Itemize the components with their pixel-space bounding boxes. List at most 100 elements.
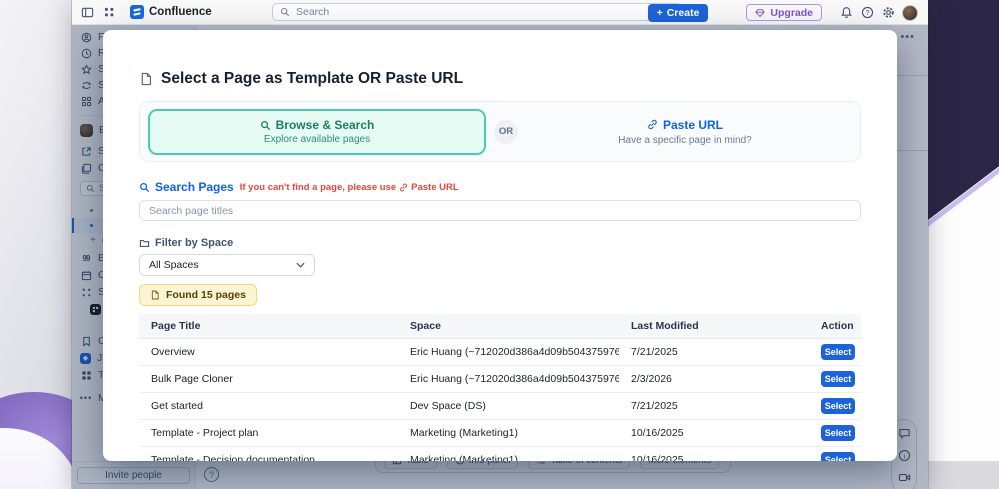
bullet-icon: [90, 209, 93, 212]
bullet-icon: [90, 224, 93, 227]
select-button[interactable]: Select: [821, 451, 855, 461]
wallpaper-dark-shape: [928, 0, 999, 221]
paste-url-subtitle: Have a specific page in mind?: [618, 134, 752, 146]
svg-text:i: i: [459, 458, 460, 464]
sidebar-toggle-icon[interactable]: [80, 5, 95, 20]
calendar-icon: [80, 269, 92, 281]
mode-chooser-panel: Browse & Search Explore available pages …: [139, 101, 861, 162]
cell-space: Eric Huang (~712020d386a4d09b504375976b6…: [398, 365, 619, 393]
help-icon[interactable]: ?: [860, 5, 875, 20]
browse-card-title: Browse & Search: [275, 118, 375, 132]
results-count-badge: Found 15 pages: [139, 284, 257, 306]
column-header-action: Action: [809, 314, 861, 339]
cell-page-title: Template - Decision documentation: [139, 446, 398, 461]
topbar-actions: + Create Upgrade ?: [647, 0, 918, 25]
pages-table: Page Title Space Last Modified Action Ov…: [139, 314, 861, 461]
cell-last-modified: 10/16/2025: [619, 446, 809, 461]
comment-icon[interactable]: [898, 427, 911, 440]
cell-last-modified: 2/3/2026: [619, 365, 809, 393]
gem-icon: [755, 8, 766, 18]
top-navigation-bar: Confluence + Create Upgrade: [72, 0, 928, 25]
search-icon: [280, 7, 290, 17]
tree-page-item[interactable]: [72, 203, 195, 218]
cell-page-title: Get started: [139, 392, 398, 420]
cell-space: Dev Space (DS): [398, 392, 619, 420]
star-icon: [80, 63, 92, 75]
modal-title: Select a Page as Template OR Paste URL: [139, 70, 861, 88]
video-icon[interactable]: [898, 471, 911, 484]
modal-title-text: Select a Page as Template OR Paste URL: [161, 70, 464, 87]
table-row: Get started Dev Space (DS) 7/21/2025 Sel…: [139, 392, 861, 420]
folder-icon: [139, 238, 150, 249]
global-search-input[interactable]: [296, 6, 674, 18]
divider: [897, 150, 928, 151]
create-label: Create: [666, 6, 700, 19]
info-circle-icon[interactable]: i: [898, 449, 911, 462]
sidebar-footer: Invite people: [72, 461, 195, 489]
create-button[interactable]: + Create: [647, 3, 709, 22]
invite-people-button[interactable]: Invite people: [77, 467, 190, 484]
browse-and-search-card[interactable]: Browse & Search Explore available pages: [148, 108, 486, 155]
share-icon: [80, 145, 92, 157]
settings-gear-icon[interactable]: [881, 5, 896, 20]
blog-quote-icon: 99: [82, 253, 91, 263]
hint-link[interactable]: Paste URL: [411, 181, 459, 193]
cell-space: Eric Huang (~712020d386a4d09b504375976b6…: [398, 338, 619, 366]
global-search[interactable]: [272, 3, 682, 21]
jira-icon: ◆: [80, 352, 91, 364]
cell-page-title: Template - Project plan: [139, 419, 398, 447]
table-row: Overview Eric Huang (~712020d386a4d09b50…: [139, 338, 861, 366]
more-options-icon[interactable]: •••: [900, 31, 915, 43]
notifications-bell-icon[interactable]: [839, 5, 854, 20]
search-pages-label: Search Pages: [139, 180, 234, 194]
confluence-logo-icon: [130, 5, 144, 19]
page-title-search-input[interactable]: [139, 200, 861, 221]
plus-icon: +: [656, 6, 663, 19]
filter-by-space-label: Filter by Space: [139, 237, 861, 249]
cell-last-modified: 10/16/2025: [619, 419, 809, 447]
ellipsis-icon: •••: [79, 393, 93, 403]
search-icon: [139, 182, 150, 193]
svg-text:i: i: [903, 453, 904, 460]
upgrade-button[interactable]: Upgrade: [746, 4, 822, 21]
table-row: Template - Project plan Marketing (Marke…: [139, 419, 861, 447]
cell-page-title: Bulk Page Cloner: [139, 365, 398, 393]
confluence-brand[interactable]: Confluence: [130, 5, 212, 19]
filter-label-text: Filter by Space: [155, 237, 234, 249]
space-filter-value: All Spaces: [149, 259, 199, 271]
select-button[interactable]: Select: [821, 397, 855, 414]
upgrade-label: Upgrade: [770, 6, 813, 19]
or-badge: OR: [494, 119, 518, 144]
spaces-icon: [80, 79, 92, 91]
page-icon: [139, 72, 154, 87]
help-fab[interactable]: ?: [204, 467, 219, 482]
app-tile-icon: [90, 303, 101, 315]
space-filter-select[interactable]: All Spaces: [139, 254, 315, 276]
brand-name: Confluence: [149, 6, 212, 18]
page-icon: [150, 290, 161, 301]
select-button[interactable]: Select: [821, 370, 855, 387]
paste-url-zone[interactable]: Paste URL Have a specific page in mind?: [518, 118, 852, 146]
wallpaper-bottom-strip: [928, 461, 999, 489]
search-icon: [86, 184, 95, 193]
select-button[interactable]: Select: [821, 343, 855, 360]
user-avatar[interactable]: [902, 4, 918, 21]
hint-prefix: If you can't find a page, please use: [239, 181, 397, 193]
divider: [897, 75, 928, 76]
browse-card-subtitle: Explore available pages: [263, 134, 371, 145]
link-icon: [647, 119, 658, 130]
clock-icon: [80, 47, 92, 59]
desktop-wallpaper-left: [0, 0, 114, 489]
cell-space: Marketing (Marketing1): [398, 446, 619, 461]
person-circle-icon: [80, 31, 92, 43]
search-pages-text: Search Pages: [155, 180, 234, 194]
grid-icon: [80, 95, 92, 107]
column-header-page-title: Page Title: [139, 314, 398, 339]
paste-url-hint: If you can't find a page, please use Pas…: [240, 182, 459, 193]
app-switcher-icon[interactable]: [102, 5, 117, 20]
table-header-row: Page Title Space Last Modified Action: [139, 314, 861, 339]
svg-text:?: ?: [866, 10, 870, 17]
table-row: Bulk Page Cloner Eric Huang (~712020d386…: [139, 365, 861, 393]
select-button[interactable]: Select: [821, 424, 855, 441]
